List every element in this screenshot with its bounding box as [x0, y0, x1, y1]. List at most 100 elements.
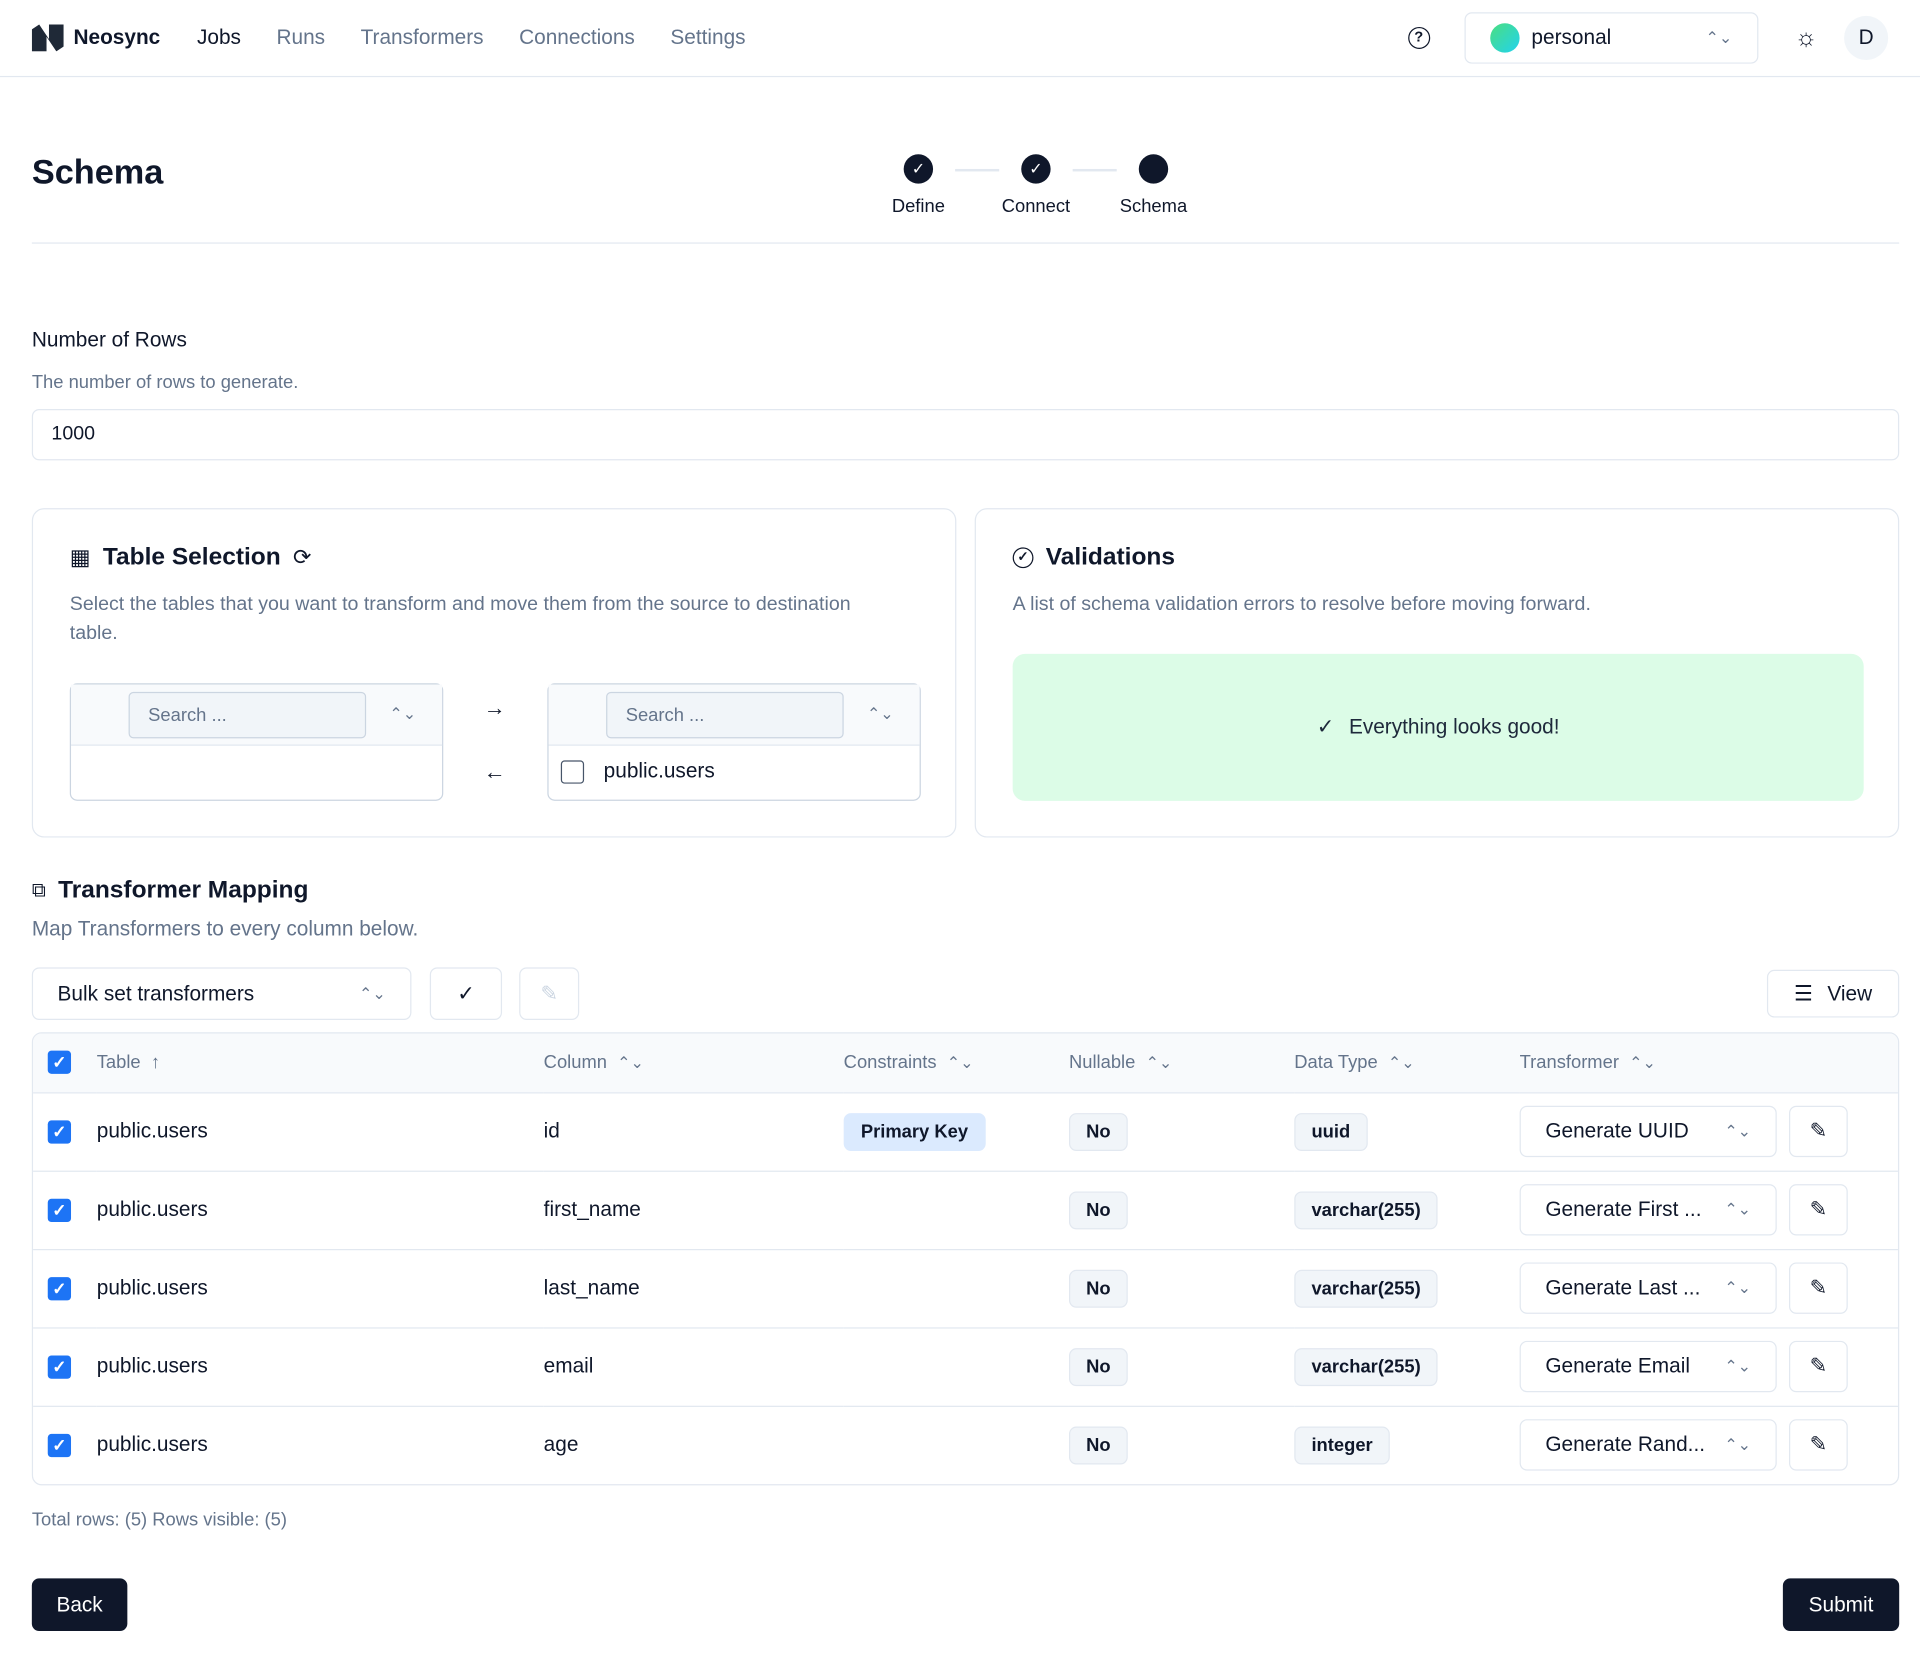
divider: [31, 242, 1900, 244]
cell-nullable: No: [1068, 1406, 1294, 1484]
cell-data-type: integer: [1294, 1406, 1519, 1484]
cell-nullable: No: [1068, 1248, 1295, 1328]
checkbox[interactable]: [560, 759, 585, 784]
theme-toggle-sun-icon[interactable]: ☼: [1794, 23, 1818, 51]
transform-icon: ⧉: [31, 879, 46, 901]
status-text: Everything looks good!: [1348, 715, 1560, 739]
item-label: public.users: [603, 759, 715, 783]
nav-connections[interactable]: Connections: [519, 25, 635, 49]
chevron-up-down-icon: ⌃⌄: [1724, 1278, 1752, 1297]
brand-logo[interactable]: Neosync: [31, 24, 161, 52]
row-checkbox[interactable]: ✓: [47, 1434, 72, 1458]
move-left-arrow-icon[interactable]: ←: [483, 759, 506, 784]
brand-name: Neosync: [73, 25, 161, 49]
select-value: Generate Email: [1545, 1354, 1690, 1378]
col-header-data-type[interactable]: Data Type ⌃⌄: [1294, 1033, 1520, 1093]
rows-label: Number of Rows: [31, 328, 187, 352]
destination-list: Search ... ⌃⌄ public.users: [547, 683, 921, 801]
chevron-up-down-icon: ⌃⌄: [1724, 1121, 1752, 1141]
section-title: Transformer Mapping: [58, 876, 309, 904]
nullable-badge: No: [1068, 1190, 1128, 1229]
cell-transformer: Generate UUID ⌃⌄ ✎: [1519, 1092, 1898, 1172]
bulk-transformer-select[interactable]: Bulk set transformers ⌃⌄: [31, 967, 412, 1021]
destination-search-input[interactable]: Search ...: [606, 691, 844, 739]
col-header-transformer[interactable]: Transformer ⌃⌄: [1519, 1033, 1898, 1093]
cell-table: public.users: [96, 1248, 544, 1328]
data-type-badge: varchar(255): [1294, 1347, 1438, 1386]
data-type-badge: integer: [1294, 1426, 1390, 1465]
refresh-icon[interactable]: ⟳: [292, 544, 312, 570]
row-checkbox[interactable]: ✓: [47, 1198, 72, 1223]
chevron-up-down-icon[interactable]: ⌃⌄: [389, 704, 417, 723]
data-type-badge: varchar(255): [1294, 1269, 1438, 1308]
col-header-table[interactable]: Table ↑: [96, 1033, 544, 1093]
transformer-select[interactable]: Generate Last ... ⌃⌄: [1519, 1262, 1777, 1314]
col-header-constraints[interactable]: Constraints ⌃⌄: [843, 1033, 1069, 1093]
nav-settings[interactable]: Settings: [670, 25, 746, 49]
view-button[interactable]: ☰ View: [1766, 969, 1900, 1018]
cell-transformer: Generate First ... ⌃⌄ ✎: [1519, 1170, 1898, 1250]
edit-transformer-button[interactable]: ✎: [1788, 1262, 1848, 1314]
row-checkbox[interactable]: ✓: [47, 1355, 72, 1379]
chevron-up-down-icon[interactable]: ⌃⌄: [866, 704, 894, 723]
cell-nullable: No: [1068, 1170, 1295, 1250]
edit-transformer-button[interactable]: ✎: [1788, 1105, 1848, 1158]
transformer-select[interactable]: Generate Email ⌃⌄: [1519, 1340, 1777, 1393]
table-row: ✓ public.users last_name No varchar(255)…: [33, 1248, 1898, 1328]
col-header-nullable[interactable]: Nullable ⌃⌄: [1068, 1033, 1295, 1093]
back-button[interactable]: Back: [31, 1578, 128, 1632]
transformer-select[interactable]: Generate UUID ⌃⌄: [1519, 1105, 1777, 1158]
check-circle-icon: ✓: [1012, 547, 1034, 569]
cell-nullable: No: [1068, 1092, 1295, 1172]
source-search-input[interactable]: Search ...: [128, 691, 367, 739]
transformer-select[interactable]: Generate First ... ⌃⌄: [1519, 1184, 1777, 1236]
card-description: Select the tables that you want to trans…: [69, 593, 851, 645]
bulk-edit-button[interactable]: ✎: [519, 967, 580, 1021]
cell-transformer: Generate Email ⌃⌄ ✎: [1519, 1327, 1898, 1407]
nav-transformers[interactable]: Transformers: [360, 25, 484, 49]
pencil-icon: ✎: [1809, 1432, 1828, 1457]
nullable-badge: No: [1068, 1347, 1128, 1386]
nav-jobs[interactable]: Jobs: [196, 25, 241, 49]
row-count: Total rows: (5) Rows visible: (5): [31, 1509, 288, 1531]
cell-column: email: [543, 1327, 844, 1407]
current-step-dot: [1138, 154, 1169, 184]
sort-icon: ⌃⌄: [1629, 1053, 1656, 1072]
card-title: Table Selection: [102, 543, 281, 571]
nav-runs[interactable]: Runs: [276, 25, 326, 49]
sort-icon: ⌃⌄: [617, 1053, 644, 1072]
help-icon[interactable]: ?: [1407, 26, 1430, 49]
user-avatar[interactable]: D: [1844, 15, 1889, 61]
row-checkbox[interactable]: ✓: [47, 1120, 72, 1144]
data-type-badge: uuid: [1294, 1112, 1368, 1151]
edit-transformer-button[interactable]: ✎: [1788, 1419, 1848, 1471]
cell-data-type: uuid: [1294, 1092, 1520, 1172]
edit-transformer-button[interactable]: ✎: [1788, 1340, 1848, 1393]
rows-input[interactable]: 1000: [31, 408, 1900, 461]
submit-button[interactable]: Submit: [1782, 1578, 1900, 1632]
table-icon: ▦: [69, 544, 91, 570]
org-avatar: [1489, 23, 1520, 53]
pencil-icon: ✎: [1809, 1275, 1828, 1300]
list-item[interactable]: public.users: [549, 746, 920, 797]
rows-description: The number of rows to generate.: [31, 372, 299, 394]
step-connect: ✓ Connect: [987, 154, 1085, 217]
select-all-checkbox[interactable]: ✓: [47, 1050, 72, 1075]
row-checkbox[interactable]: ✓: [47, 1277, 72, 1301]
org-selector[interactable]: personal ⌃⌄: [1464, 12, 1758, 64]
cell-table: public.users: [96, 1092, 544, 1172]
transformer-select[interactable]: Generate Rand... ⌃⌄: [1519, 1419, 1777, 1471]
apply-bulk-button[interactable]: ✓: [429, 967, 503, 1021]
edit-transformer-button[interactable]: ✎: [1788, 1184, 1848, 1236]
chevron-up-down-icon: ⌃⌄: [359, 983, 386, 1003]
data-type-badge: varchar(255): [1294, 1190, 1438, 1229]
nullable-badge: No: [1068, 1112, 1128, 1151]
cell-table: public.users: [96, 1432, 208, 1457]
table-row: ✓ public.users age No integer Generate R…: [33, 1406, 1898, 1484]
step-connector: [955, 168, 1000, 172]
pencil-icon: ✎: [1809, 1119, 1828, 1143]
cell-constraint: [843, 1170, 1069, 1250]
col-header-column[interactable]: Column ⌃⌄: [543, 1033, 844, 1093]
sort-icon: ⌃⌄: [1387, 1053, 1415, 1072]
move-right-arrow-icon[interactable]: →: [483, 695, 506, 721]
